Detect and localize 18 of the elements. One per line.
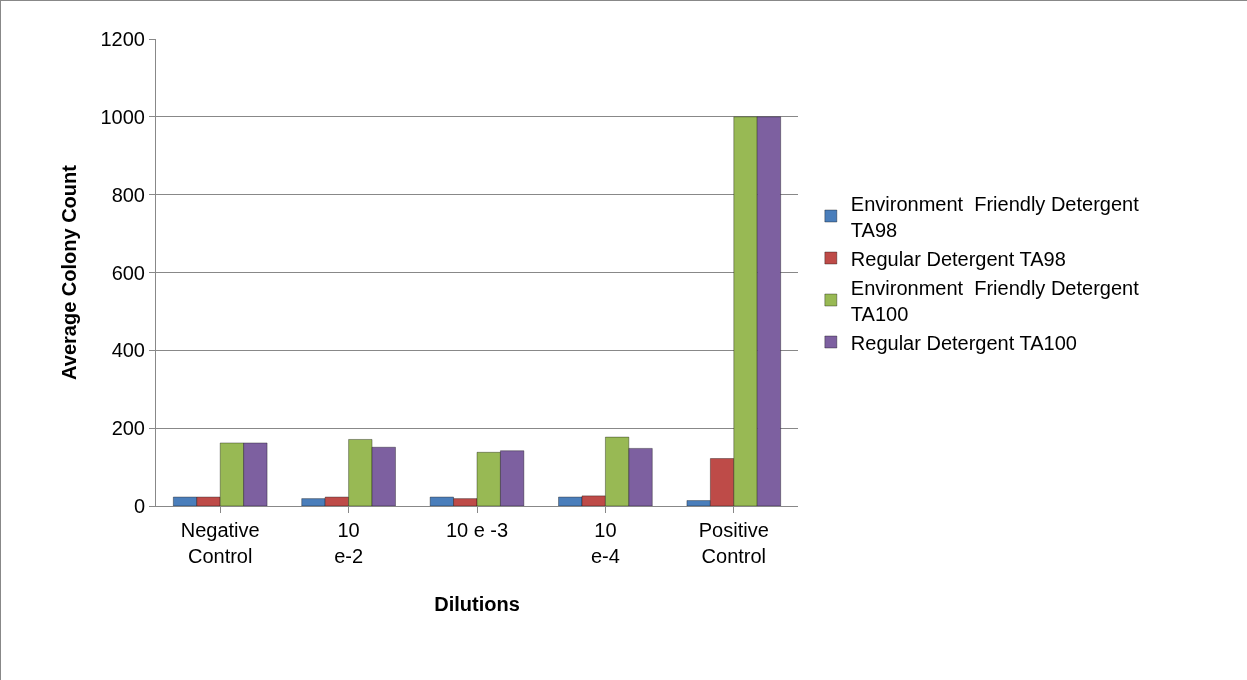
legend-label: Environment Friendly Detergent TA98 [850, 192, 1140, 241]
x-tick-label: 10 e -3 [445, 519, 509, 541]
legend-label: Regular Detergent TA100 [850, 331, 1077, 354]
x-tick-label: Negative Control [180, 519, 260, 567]
legend-label: Regular Detergent TA98 [850, 247, 1066, 270]
y-tick-label: 0 [133, 495, 145, 517]
y-tick-label: 800 [111, 183, 145, 206]
y-axis-title: Average Colony Count [58, 164, 80, 380]
x-tick-label: 10 e-2 [334, 519, 364, 567]
x-axis-title: Dilutions [434, 592, 520, 615]
x-tick-label: Positive Control [698, 519, 769, 567]
y-tick-label: 200 [111, 417, 145, 440]
y-tick-label: 600 [111, 261, 145, 284]
y-tick-label: 1000 [100, 105, 145, 128]
y-tick-label: 1200 [100, 28, 145, 50]
legend-label: Environment Friendly Detergent TA100 [850, 276, 1140, 325]
y-tick-label: 400 [111, 339, 145, 362]
x-tick-label: 10 e-4 [590, 519, 620, 567]
